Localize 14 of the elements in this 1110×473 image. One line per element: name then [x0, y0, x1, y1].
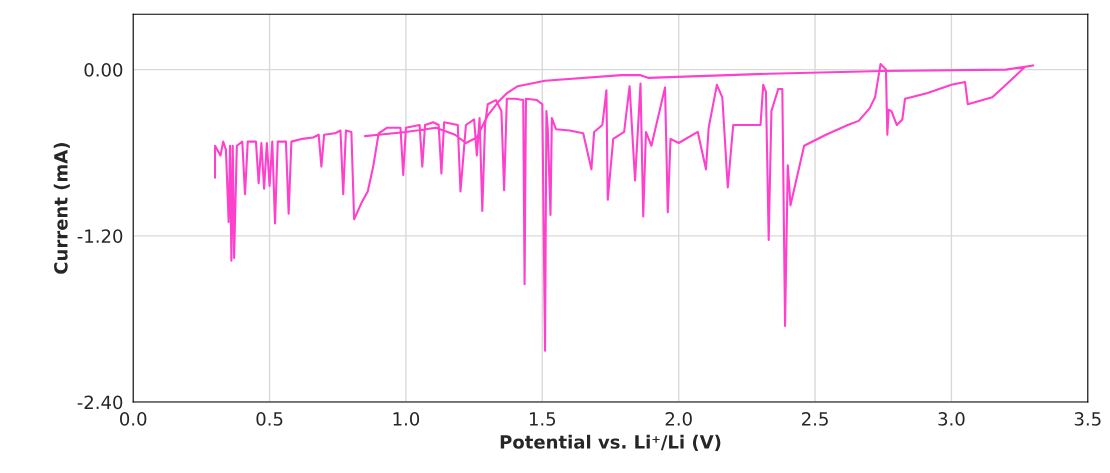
line-series	[213, 63, 1035, 352]
x-tick-label: 0.5	[256, 412, 283, 426]
y-tick-label: -2.40	[77, 395, 123, 410]
x-axis-title: Potential vs. Li⁺/Li (V)	[500, 434, 721, 451]
x-tick-label: 0.0	[120, 412, 147, 426]
x-tick-label: 1.0	[393, 412, 420, 426]
x-tick-label: 3.5	[1074, 412, 1101, 426]
x-tick-label: 3.0	[938, 412, 965, 426]
x-tick-label: 2.0	[665, 412, 692, 426]
x-tick-label: 1.5	[529, 412, 556, 426]
y-tick-label: -1.20	[77, 229, 123, 243]
y-axis-title: Current (mA)	[53, 143, 70, 274]
y-tick-label: 0.00	[84, 63, 123, 77]
x-tick-label: 2.5	[802, 412, 828, 426]
